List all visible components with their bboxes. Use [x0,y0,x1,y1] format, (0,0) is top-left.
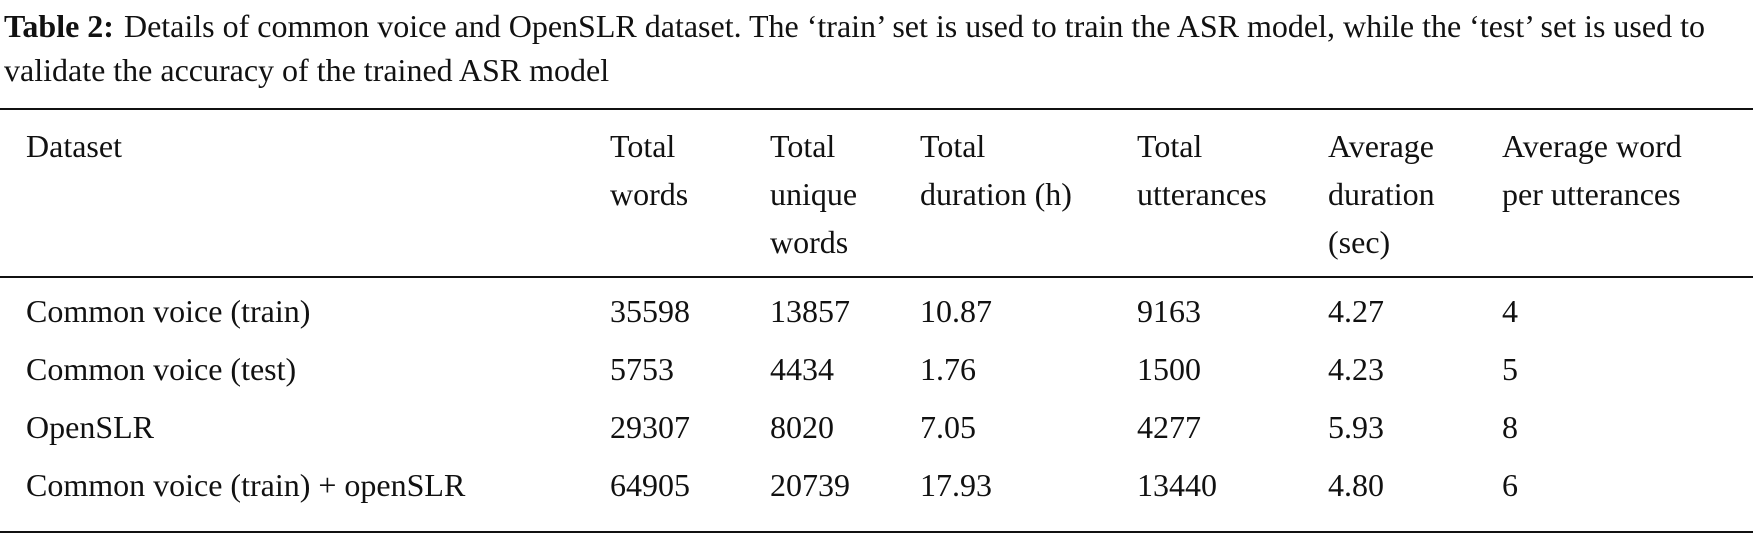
cell-total-duration: 10.87 [920,293,992,329]
header-average-word-per-utterance: Average word per utterances [1502,122,1682,218]
header-total-unique-words-label: Total unique words [770,128,858,260]
table-caption-label: Table 2: [4,8,114,44]
header-total-duration-label: Total duration (h) [920,128,1072,212]
table-caption-text: Details of common voice and OpenSLR data… [4,8,1705,88]
table-caption: Table 2: Details of common voice and Open… [4,4,1749,92]
cell-unique-words: 4434 [770,351,834,387]
cell-total-utterances: 1500 [1137,351,1201,387]
header-total-duration: Total duration (h) [920,122,1072,218]
table-bottom-rule [0,531,1753,533]
cell-average-duration: 4.23 [1328,351,1384,387]
cell-dataset: Common voice (train) [26,293,311,329]
cell-unique-words: 8020 [770,409,834,445]
cell-unique-words: 20739 [770,467,850,503]
header-dataset: Dataset [26,122,122,170]
cell-average-duration: 5.93 [1328,409,1384,445]
cell-average-duration: 4.27 [1328,293,1384,329]
cell-total-duration: 1.76 [920,351,976,387]
cell-dataset: Common voice (test) [26,351,297,387]
header-average-duration-label: Average duration (sec) [1328,128,1435,260]
cell-dataset: OpenSLR [26,409,154,445]
cell-total-words: 35598 [610,293,690,329]
cell-total-words: 29307 [610,409,690,445]
cell-average-word: 4 [1502,293,1518,329]
cell-average-word: 8 [1502,409,1518,445]
cell-total-duration: 17.93 [920,467,992,503]
header-average-duration: Average duration (sec) [1328,122,1435,266]
table-row: Common voice (train) 35598 13857 10.87 9… [0,282,1753,340]
cell-total-utterances: 9163 [1137,293,1201,329]
header-total-utterances: Total utterances [1137,122,1267,218]
header-total-utterances-label: Total utterances [1137,128,1267,212]
header-dataset-label: Dataset [26,128,122,164]
cell-total-words: 64905 [610,467,690,503]
header-total-unique-words: Total unique words [770,122,857,266]
table-row: Common voice (test) 5753 4434 1.76 1500 … [0,340,1753,398]
cell-total-words: 5753 [610,351,674,387]
header-average-word-label: Average word per utterances [1502,128,1682,212]
cell-unique-words: 13857 [770,293,850,329]
header-total-words: Total words [610,122,688,218]
table-row: Common voice (train) + openSLR 64905 207… [0,456,1753,514]
table-row: OpenSLR 29307 8020 7.05 4277 5.93 8 [0,398,1753,456]
cell-average-duration: 4.80 [1328,467,1384,503]
table-header-rule [0,276,1753,278]
cell-total-utterances: 13440 [1137,467,1217,503]
cell-dataset: Common voice (train) + openSLR [26,467,466,503]
table-top-rule [0,108,1753,110]
cell-average-word: 5 [1502,351,1518,387]
cell-total-duration: 7.05 [920,409,976,445]
header-total-words-label: Total words [610,128,689,212]
cell-average-word: 6 [1502,467,1518,503]
cell-total-utterances: 4277 [1137,409,1201,445]
